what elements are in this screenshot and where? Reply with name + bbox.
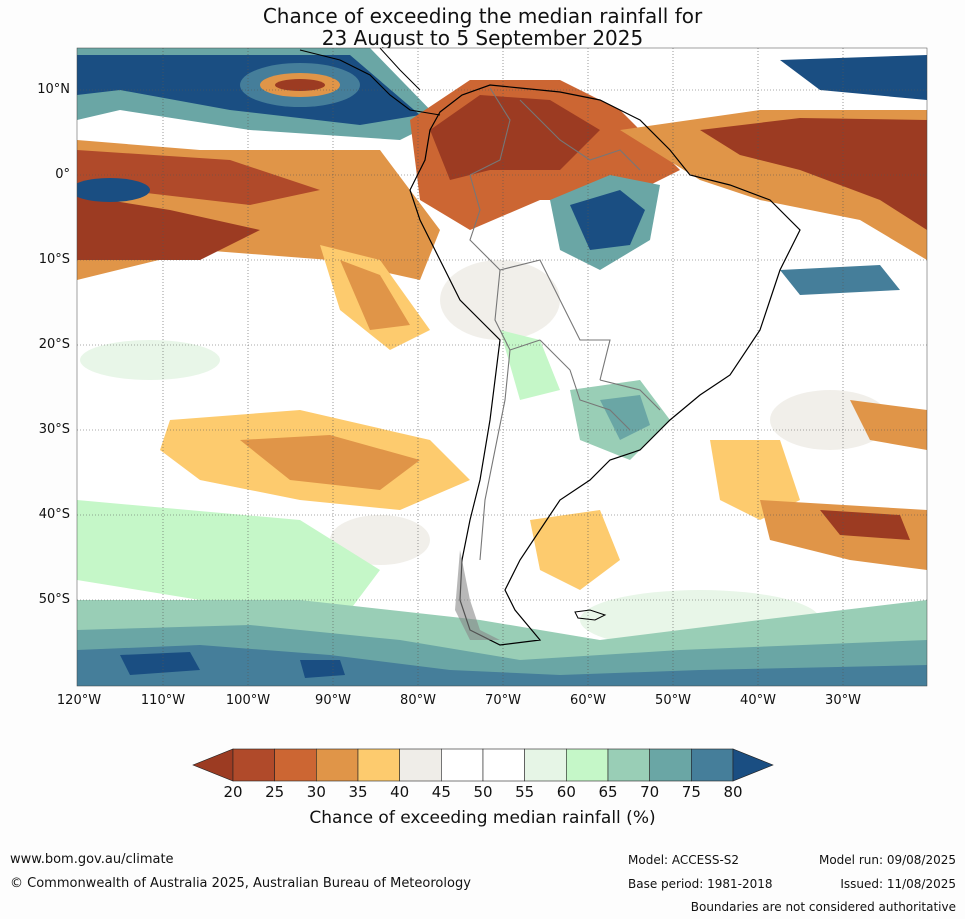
- legend-tick-50: 50: [473, 783, 493, 801]
- website-text: www.bom.gov.au/climate: [10, 852, 174, 867]
- map-title-line1: Chance of exceeding the median rainfall …: [262, 4, 703, 28]
- lon-label-100w: 100°W: [225, 693, 271, 708]
- tierra-del-fuego: [455, 550, 500, 640]
- rainfall-map: [76, 47, 928, 687]
- central-america-coastline: [299, 49, 441, 116]
- south-america-coastline: [409, 84, 801, 646]
- country-borders: [469, 87, 661, 561]
- legend-swatch-40: [399, 748, 442, 782]
- falkland-islands: [574, 609, 607, 621]
- legend-label: Chance of exceeding median rainfall (%): [309, 808, 656, 828]
- lon-label-70w: 70°W: [485, 693, 521, 708]
- lat-label-50s: 50°S: [38, 592, 70, 607]
- lon-label-110w: 110°W: [140, 693, 186, 708]
- legend-tick-45: 45: [431, 783, 451, 801]
- legend-tick-30: 30: [306, 783, 326, 801]
- legend-swatch-25: [274, 748, 317, 782]
- legend-tick-75: 75: [681, 783, 701, 801]
- legend-extend-high: [732, 748, 774, 782]
- lat-label-10n: 10°N: [37, 82, 70, 97]
- legend-swatch-75: [691, 748, 734, 782]
- lon-label-30w: 30°W: [825, 693, 861, 708]
- legend-swatch-55: [524, 748, 567, 782]
- issued-text: Issued: 11/08/2025: [840, 877, 956, 891]
- legend-tick-20: 20: [223, 783, 243, 801]
- disclaimer-text: Boundaries are not considered authoritat…: [690, 900, 956, 914]
- legend-swatch-30: [316, 748, 359, 782]
- legend-swatch-65: [607, 748, 650, 782]
- lon-label-120w: 120°W: [56, 693, 102, 708]
- legend-swatch-60: [566, 748, 609, 782]
- legend-swatch-35: [357, 748, 400, 782]
- model-run-text: Model run: 09/08/2025: [818, 853, 956, 867]
- lat-label-40s: 40°S: [38, 507, 70, 522]
- graticule: [77, 48, 927, 686]
- lat-label-30s: 30°S: [38, 422, 70, 437]
- legend-tick-35: 35: [348, 783, 368, 801]
- lat-label-0: 0°: [55, 167, 70, 182]
- legend-colorbar: [192, 748, 774, 782]
- base-period-text: Base period: 1981-2018: [628, 877, 773, 891]
- legend-swatch-45: [441, 748, 484, 782]
- legend-tick-60: 60: [556, 783, 576, 801]
- lon-label-60w: 60°W: [570, 693, 606, 708]
- lon-label-80w: 80°W: [400, 693, 436, 708]
- legend-swatch-50: [482, 748, 525, 782]
- lon-label-40w: 40°W: [740, 693, 776, 708]
- legend-swatch-70: [649, 748, 692, 782]
- legend-tick-55: 55: [515, 783, 535, 801]
- lon-label-90w: 90°W: [315, 693, 351, 708]
- model-text: Model: ACCESS-S2: [628, 853, 740, 867]
- legend-tick-80: 80: [723, 783, 743, 801]
- legend-swatch-20: [232, 748, 275, 782]
- legend-extend-low: [192, 748, 234, 782]
- lat-label-20s: 20°S: [38, 337, 70, 352]
- map-title-line2: 23 August to 5 September 2025: [321, 26, 644, 50]
- legend-tick-65: 65: [598, 783, 618, 801]
- legend-tick-25: 25: [265, 783, 285, 801]
- copyright-text: © Commonwealth of Australia 2025, Austra…: [10, 876, 471, 891]
- legend-tick-70: 70: [640, 783, 660, 801]
- legend-tick-40: 40: [390, 783, 410, 801]
- map-frame: [76, 47, 928, 687]
- lat-label-10s: 10°S: [38, 252, 70, 267]
- lon-label-50w: 50°W: [655, 693, 691, 708]
